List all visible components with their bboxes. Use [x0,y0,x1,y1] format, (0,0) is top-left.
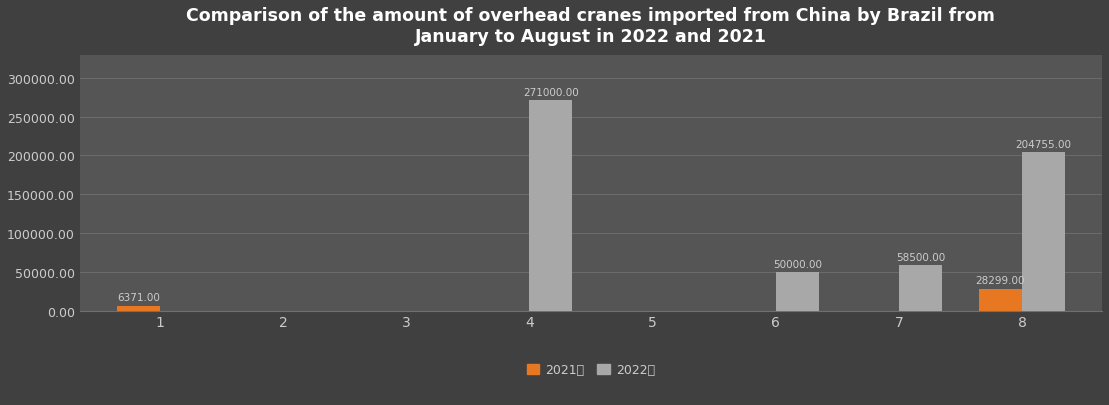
Text: 58500.00: 58500.00 [896,252,945,262]
Title: Comparison of the amount of overhead cranes imported from China by Brazil from
J: Comparison of the amount of overhead cra… [186,7,995,46]
Bar [116,306,160,311]
Text: 50000.00: 50000.00 [773,259,822,269]
Bar [775,272,818,311]
Text: 28299.00: 28299.00 [976,276,1025,286]
Bar [898,266,942,311]
Legend: 2021年, 2022年: 2021年, 2022年 [521,358,660,381]
Text: 271000.00: 271000.00 [523,88,579,98]
Bar [529,101,572,311]
Bar [1022,152,1065,311]
Text: 6371.00: 6371.00 [116,293,160,303]
Text: 204755.00: 204755.00 [1016,139,1071,149]
Bar [979,289,1022,311]
